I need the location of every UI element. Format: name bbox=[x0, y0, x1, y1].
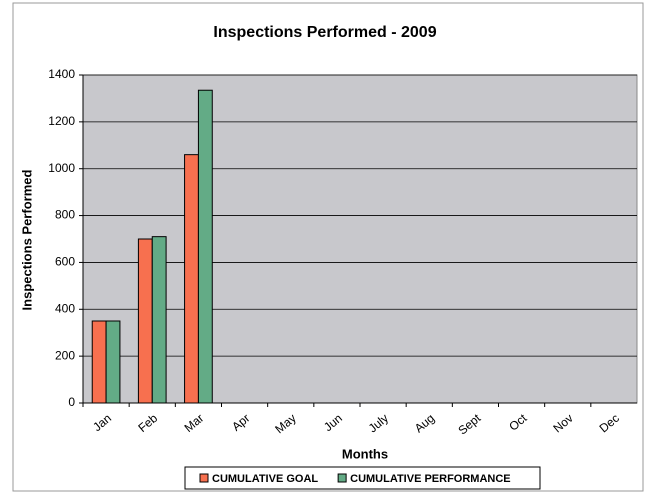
plot-area bbox=[82, 74, 638, 404]
bar bbox=[91, 320, 107, 404]
y-tick-label: 1200 bbox=[48, 114, 75, 128]
y-tick-label: 1000 bbox=[48, 161, 75, 175]
bar bbox=[137, 238, 153, 404]
bar bbox=[197, 89, 213, 404]
y-tick-label: 1400 bbox=[48, 67, 75, 81]
bar bbox=[105, 320, 121, 404]
y-tick-label: 200 bbox=[55, 348, 75, 362]
bar bbox=[184, 154, 199, 404]
legend-swatch bbox=[199, 473, 209, 483]
y-tick-label: 0 bbox=[68, 395, 75, 409]
legend-swatch bbox=[337, 473, 347, 483]
y-tick-label: 600 bbox=[55, 255, 75, 269]
y-axis-title: Inspections Performed bbox=[19, 170, 34, 311]
y-tick-label: 400 bbox=[55, 301, 75, 315]
y-tick-label: 800 bbox=[55, 208, 75, 222]
legend-label: CUMULATIVE GOAL bbox=[212, 473, 318, 485]
bar bbox=[151, 236, 167, 404]
chart-title: Inspections Performed - 2009 bbox=[213, 24, 436, 41]
legend-label: CUMULATIVE PERFORMANCE bbox=[350, 473, 511, 485]
legend-box bbox=[184, 466, 541, 490]
x-axis-title: Months bbox=[342, 446, 388, 461]
